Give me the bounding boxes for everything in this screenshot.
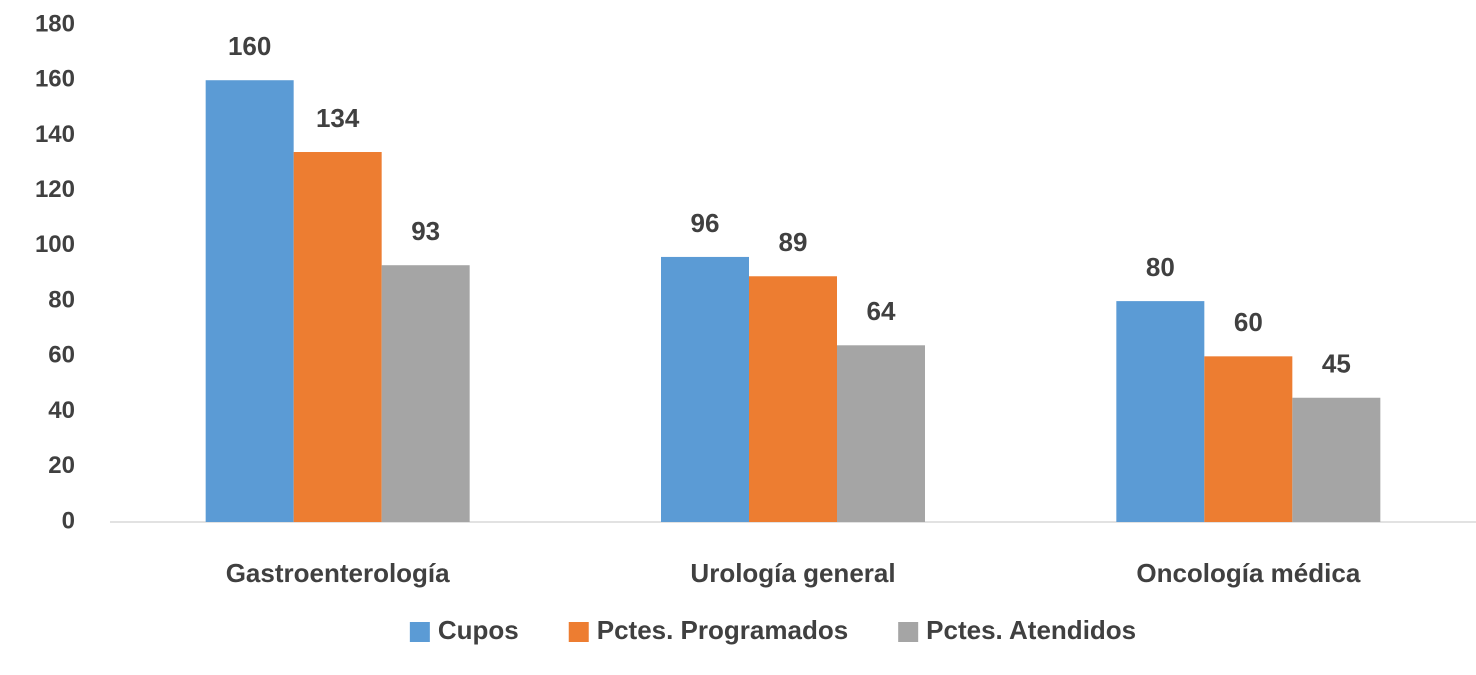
data-label: 96 [691,208,720,238]
data-label: 89 [779,227,808,257]
data-label: 93 [411,216,440,246]
bar [1116,301,1205,522]
bar [1204,356,1293,522]
legend-label: Cupos [438,615,519,645]
data-label: 60 [1234,307,1263,337]
y-tick-label: 80 [48,286,75,313]
y-tick-label: 60 [48,342,75,369]
x-tick-label: Urología general [690,558,895,588]
bar [837,345,925,522]
y-tick-label: 20 [48,452,75,479]
y-tick-label: 100 [35,231,75,258]
x-tick-label: Gastroenterología [226,558,450,588]
data-label: 64 [867,296,896,326]
data-label: 134 [316,103,360,133]
data-label: 160 [228,31,271,61]
bar [205,80,294,522]
bar [749,276,837,522]
bar [661,256,749,522]
legend-swatch [568,622,589,642]
data-label: 80 [1146,252,1175,282]
x-tick-label: Oncología médica [1136,558,1360,588]
y-tick-label: 160 [35,66,75,93]
legend-swatch [409,622,430,642]
bar [1292,397,1381,522]
legend-label: Pctes. Programados [597,615,848,645]
y-tick-label: 140 [35,121,75,148]
y-tick-label: 40 [48,397,75,424]
legend-swatch [898,622,919,642]
bar [293,152,382,522]
y-tick-label: 120 [35,176,75,203]
bar [381,265,470,522]
data-label: 45 [1322,349,1351,379]
y-tick-label: 0 [62,507,75,534]
legend-label: Pctes. Atendidos [926,615,1136,645]
y-tick-label: 180 [35,10,75,37]
